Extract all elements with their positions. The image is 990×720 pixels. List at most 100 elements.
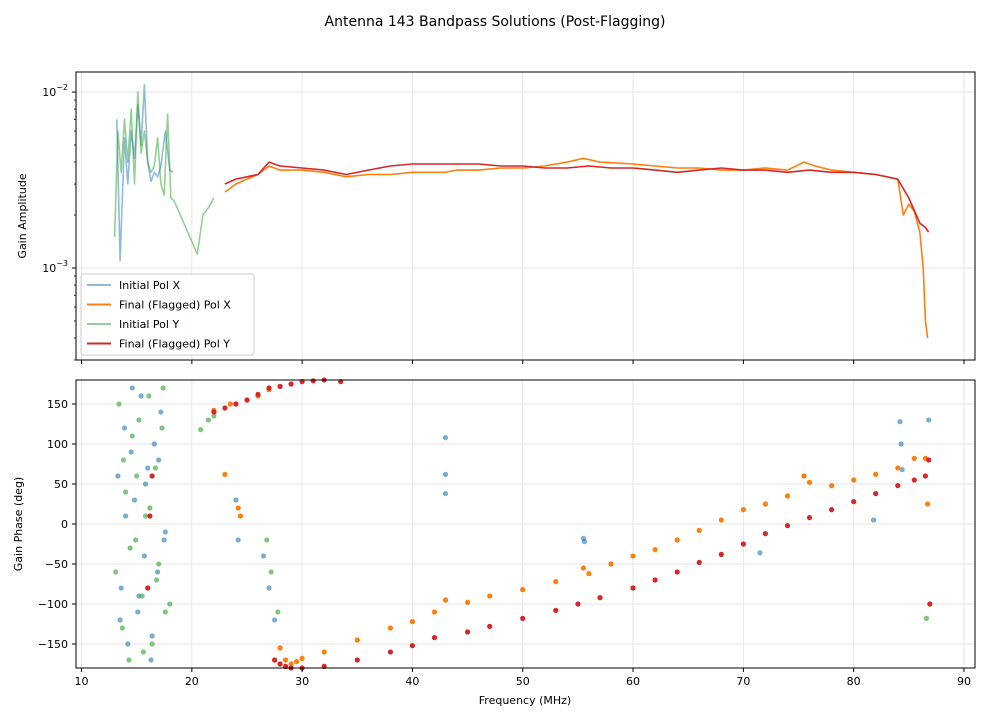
- phase-point: [227, 401, 233, 407]
- phase-point: [898, 441, 904, 447]
- phase-point: [911, 477, 917, 483]
- phase-point: [198, 427, 204, 433]
- phase-point: [145, 465, 151, 471]
- amplitude-y-ticks: 10−2 10−3: [42, 83, 76, 361]
- phase-point: [134, 473, 140, 479]
- phase-point: [895, 483, 901, 489]
- phase-point: [121, 425, 128, 431]
- phase-point: [275, 609, 281, 615]
- tick-exponent: −3: [56, 259, 68, 268]
- phase-point: [762, 531, 769, 537]
- amplitude-y-axis-label: Gain Amplitude: [16, 173, 29, 258]
- phase-point: [431, 635, 438, 641]
- phase-point: [442, 471, 449, 477]
- phase-point: [147, 513, 153, 519]
- phase-point: [354, 657, 360, 663]
- phase-point: [277, 661, 283, 667]
- phase-point: [926, 417, 932, 423]
- phase-point: [141, 553, 147, 559]
- phase-point: [147, 505, 153, 511]
- amplitude-x-ticks: [81, 360, 965, 364]
- phase-point: [442, 435, 449, 441]
- phase-point: [784, 523, 791, 529]
- phase-x-tick-label: 10: [75, 675, 89, 688]
- phase-point: [580, 565, 587, 571]
- phase-point: [465, 599, 471, 606]
- phase-point: [211, 409, 217, 415]
- phase-point: [142, 481, 149, 487]
- amplitude-series-line-3: [224, 161, 930, 233]
- phase-point: [235, 537, 241, 543]
- phase-point: [899, 467, 905, 473]
- phase-point: [652, 547, 658, 553]
- phase-point: [608, 561, 614, 567]
- phase-x-tick-label: 30: [295, 675, 309, 688]
- phase-point: [156, 457, 162, 463]
- phase-point: [128, 449, 134, 455]
- phase-point: [272, 657, 278, 663]
- phase-y-tick-label: −50: [45, 558, 68, 571]
- tick-base: 10: [42, 262, 56, 275]
- phase-point: [255, 391, 261, 397]
- phase-point: [387, 649, 393, 655]
- phase-point: [674, 537, 680, 543]
- phase-point: [911, 455, 917, 461]
- phase-point: [487, 593, 493, 599]
- phase-point: [762, 501, 769, 507]
- phase-point: [260, 553, 267, 559]
- phase-point: [233, 497, 239, 503]
- phase-x-tick-label: 70: [736, 675, 750, 688]
- legend-box: [80, 273, 255, 356]
- phase-point: [553, 579, 559, 585]
- phase-point: [299, 655, 305, 662]
- phase-point: [740, 541, 747, 547]
- phase-point: [897, 419, 903, 425]
- phase-point: [442, 491, 449, 497]
- phase-point: [586, 571, 592, 577]
- phase-point: [117, 617, 123, 623]
- phase-point: [465, 629, 471, 635]
- amplitude-grid: [76, 72, 975, 360]
- phase-point: [520, 615, 526, 622]
- amplitude-series-line-0: [116, 84, 174, 262]
- phase-x-tick-label: 40: [405, 675, 419, 688]
- phase-point: [125, 641, 131, 647]
- phase-y-axis-label: Gain Phase (deg): [12, 477, 25, 571]
- phase-point: [222, 405, 228, 411]
- phase-point: [927, 601, 933, 607]
- phase-point: [923, 615, 930, 622]
- amplitude-plot-frame: [75, 71, 976, 361]
- phase-x-tick-label: 20: [185, 675, 199, 688]
- phase-point: [149, 633, 155, 639]
- amplitude-y-tick-label: 10−2: [42, 83, 68, 99]
- phase-point: [148, 657, 154, 663]
- phase-point: [926, 457, 932, 463]
- phase-series-0: [115, 385, 932, 663]
- phase-point: [222, 471, 228, 477]
- phase-point: [431, 609, 438, 615]
- amplitude-panel: 10−210−3 Gain Amplitude Initial Pol XFin…: [16, 71, 976, 364]
- phase-y-tick-label: 150: [47, 398, 68, 411]
- figure-title: Antenna 143 Bandpass Solutions (Post-Fla…: [325, 14, 666, 30]
- phase-x-tick-label: 90: [957, 675, 971, 688]
- legend-entry-0: Initial Pol X: [119, 279, 180, 292]
- phase-point: [244, 397, 250, 403]
- phase-point: [146, 393, 152, 399]
- phase-point: [895, 465, 901, 471]
- phase-point: [801, 473, 807, 479]
- phase-point: [696, 559, 702, 566]
- amplitude-series: [113, 84, 930, 339]
- phase-point: [266, 585, 272, 591]
- phase-x-tick-label: 80: [847, 675, 861, 688]
- phase-point: [118, 585, 124, 591]
- phase-point: [116, 401, 122, 407]
- phase-point: [129, 385, 135, 391]
- phase-point: [127, 545, 133, 551]
- phase-point: [851, 477, 857, 483]
- phase-y-tick-label: −150: [38, 638, 68, 651]
- phase-point: [630, 585, 636, 591]
- phase-point: [211, 413, 217, 419]
- phase-point: [160, 385, 166, 391]
- legend-entry-2: Initial Pol Y: [119, 318, 179, 331]
